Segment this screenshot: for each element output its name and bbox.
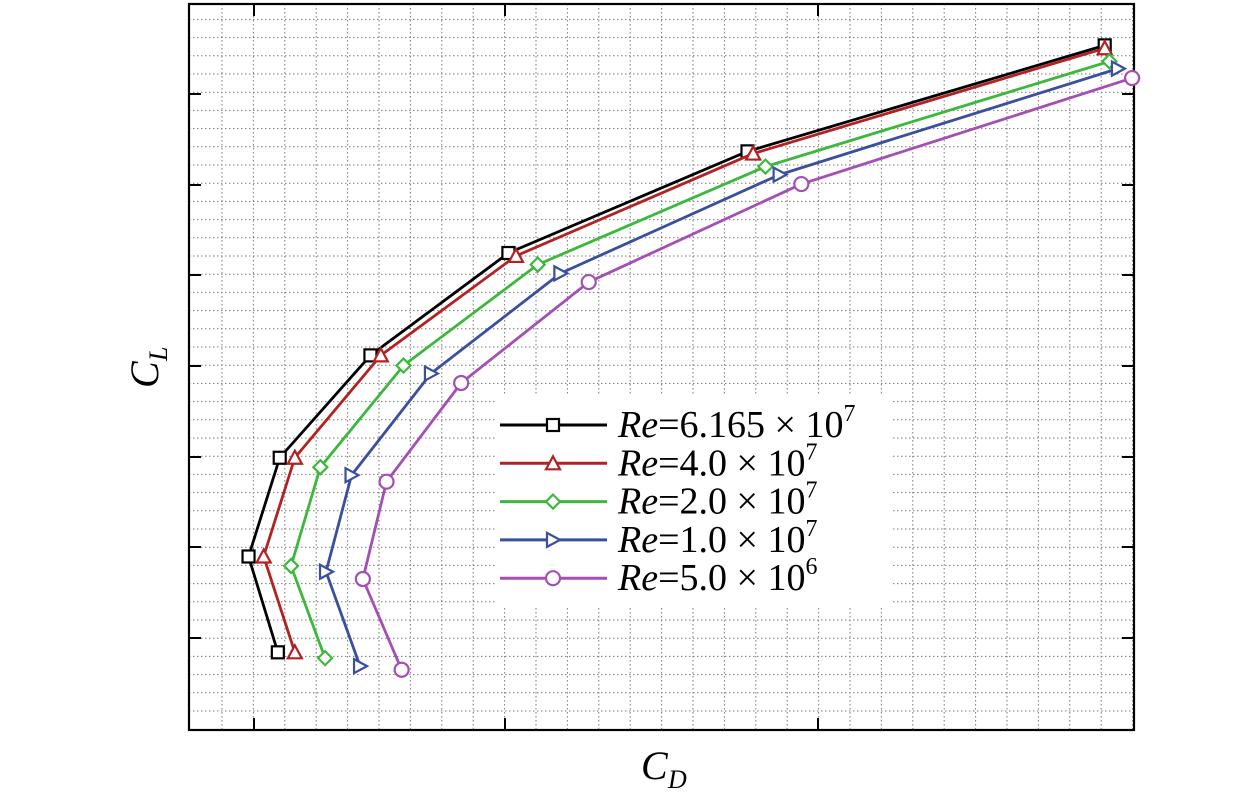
data-point — [423, 364, 441, 383]
data-point — [453, 374, 470, 392]
data-point — [1095, 38, 1114, 56]
data-point — [318, 562, 336, 581]
legend-label-prefix: Re — [617, 404, 658, 446]
data-point — [772, 165, 789, 184]
data-point — [394, 356, 413, 375]
legend-label-value: 4.0 × 10 — [680, 442, 806, 484]
legend-label-exponent: 7 — [805, 478, 817, 504]
data-point — [507, 246, 525, 264]
x-axis-title-text: C — [641, 743, 669, 788]
legend-label: Re=2.0 × 107 — [617, 478, 817, 523]
legend-entry: Re=5.0 × 106 — [500, 554, 817, 599]
data-point — [272, 450, 287, 465]
data-point — [316, 649, 334, 667]
legend-swatch-marker — [544, 570, 562, 587]
legend-label: Re=6.165 × 107 — [617, 401, 855, 446]
legend-label-value: 6.165 × 10 — [680, 404, 844, 446]
legend-label: Re=5.0 × 106 — [617, 554, 817, 599]
series-4 — [354, 69, 1141, 678]
legend-label-eq: = — [658, 442, 679, 484]
series-layer — [241, 38, 1141, 678]
legend-label: Re=1.0 × 107 — [617, 516, 817, 561]
legend-label: Re=4.0 × 107 — [617, 439, 817, 484]
legend-label-prefix: Re — [617, 519, 658, 561]
data-point — [580, 273, 597, 291]
legend-label-eq: = — [658, 557, 679, 599]
series-2 — [282, 52, 1118, 667]
data-point — [378, 473, 395, 490]
data-point — [371, 346, 390, 363]
x-axis-title-sub: D — [667, 765, 687, 794]
data-point — [311, 458, 329, 476]
data-point — [744, 144, 763, 161]
data-point — [285, 448, 304, 465]
legend-entry: Re=4.0 × 107 — [500, 439, 817, 484]
legend-label-exponent: 6 — [805, 554, 817, 580]
legend-entry: Re=2.0 × 107 — [500, 478, 817, 523]
data-point — [1124, 69, 1141, 87]
data-point — [1110, 59, 1128, 78]
y-axis-title: C L — [122, 347, 173, 388]
legend-label-exponent: 7 — [843, 401, 855, 427]
series-1 — [254, 38, 1114, 660]
legend-label-prefix: Re — [617, 442, 658, 484]
data-point — [241, 549, 256, 564]
data-point — [285, 642, 304, 660]
data-point — [793, 175, 810, 193]
data-point — [553, 264, 570, 283]
legend-label-eq: = — [658, 519, 679, 561]
legend-swatch-marker — [544, 453, 562, 471]
data-point — [352, 657, 370, 675]
x-axis-title: C D — [641, 743, 687, 794]
series-3 — [318, 59, 1128, 675]
legend-label-exponent: 7 — [805, 439, 817, 465]
data-point — [756, 158, 775, 176]
axis-ticks — [189, 4, 1134, 730]
data-point — [254, 547, 273, 564]
y-axis-title-text: C — [122, 360, 167, 388]
y-axis-title-sub: L — [144, 347, 173, 362]
data-point — [344, 466, 361, 485]
legend-label-value: 5.0 × 10 — [680, 557, 806, 599]
legend-label-exponent: 7 — [805, 516, 817, 542]
legend-swatch-marker — [545, 531, 563, 549]
data-point — [354, 570, 371, 588]
data-point — [282, 557, 300, 575]
legend-label-eq: = — [658, 404, 679, 446]
legend-label-prefix: Re — [617, 481, 658, 523]
grid — [189, 4, 1134, 730]
legend-entry: Re=6.165 × 107 — [500, 401, 855, 446]
legend-label-prefix: Re — [617, 557, 658, 599]
legend-swatch-marker — [544, 493, 562, 511]
data-point — [270, 645, 285, 660]
legend-label-value: 1.0 × 10 — [680, 519, 806, 561]
legend-entry: Re=1.0 × 107 — [500, 516, 817, 561]
legend-swatch-marker — [545, 417, 561, 433]
data-point — [529, 256, 547, 274]
legend-label-eq: = — [658, 481, 679, 523]
legend-label-value: 2.0 × 10 — [680, 481, 806, 523]
data-point — [393, 661, 410, 678]
